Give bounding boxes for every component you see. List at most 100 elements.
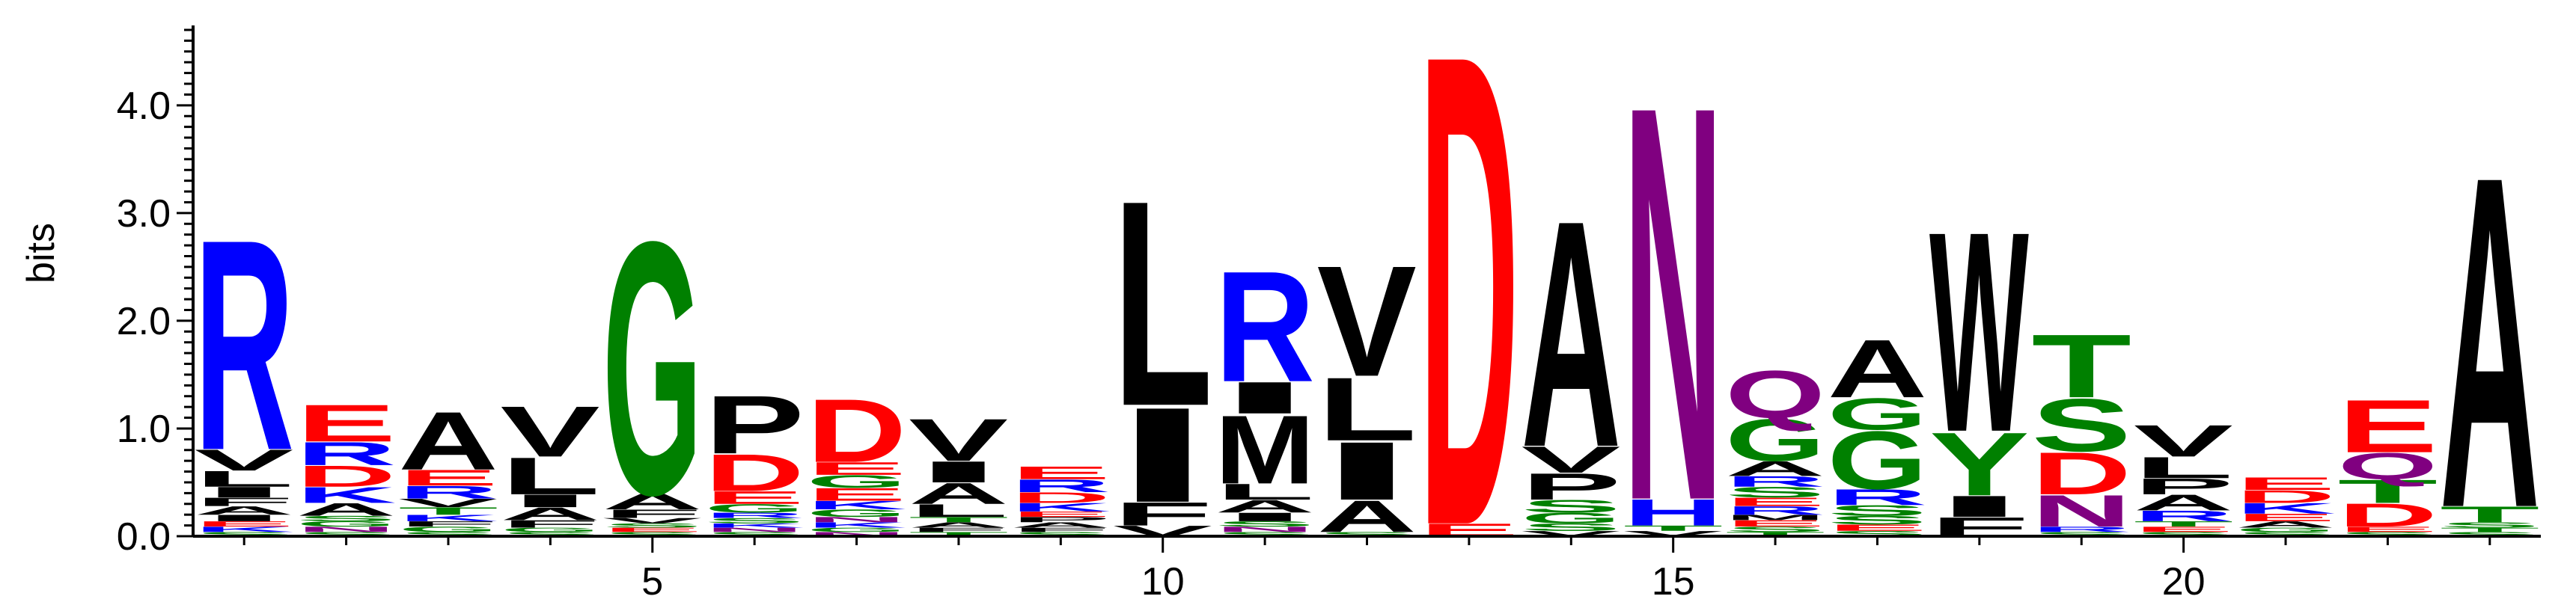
logo-letter-S: S — [602, 522, 703, 529]
logo-letter-S: S — [1828, 529, 1928, 538]
logo-letter-V: V — [909, 407, 1008, 474]
logo-letter-glyph: L — [501, 447, 601, 506]
logo-letter-R: R — [1215, 239, 1315, 415]
y-tick-label: 4.0 — [117, 85, 171, 128]
logo-letter-glyph: S — [1725, 484, 1825, 500]
logo-column: ED — [1419, 0, 1519, 611]
logo-letter-A: A — [296, 500, 397, 520]
logo-letter-S: S — [296, 515, 397, 523]
logo-letter-glyph: S — [1521, 497, 1621, 517]
logo-letter-G: G — [1725, 407, 1825, 473]
logo-letter-E: E — [2338, 525, 2438, 533]
logo-letter-V: V — [1521, 438, 1620, 480]
logo-letter-T: T — [398, 505, 498, 517]
logo-letter-S: S — [501, 531, 601, 538]
logo-letter-R: R — [1010, 476, 1111, 496]
logo-letter-Q: Q — [1725, 357, 1825, 432]
logo-letter-K: K — [807, 498, 907, 512]
logo-letter-glyph: I — [1215, 510, 1315, 524]
logo-letter-E: E — [1010, 510, 1111, 518]
logo-letter-glyph: D — [2031, 440, 2131, 508]
logo-letter-V: V — [2134, 416, 2233, 466]
logo-letter-glyph: Q — [2338, 445, 2438, 487]
logo-letter-glyph: N — [807, 531, 907, 538]
logo-letter-glyph: V — [501, 392, 600, 473]
logo-letter-glyph: S — [2440, 521, 2540, 529]
logo-letter-glyph: N — [1623, 0, 1724, 611]
logo-letter-glyph: R — [194, 178, 294, 513]
logo-letter-F: F — [1010, 526, 1111, 533]
logo-letter-S: S — [2235, 531, 2336, 538]
logo-letter-glyph: S — [1828, 503, 1928, 519]
logo-letter-glyph: R — [1725, 504, 1825, 518]
x-tick-label: 10 — [1141, 560, 1185, 604]
logo-letter-glyph: I — [1929, 490, 2030, 524]
logo-letter-S: S — [1828, 514, 1928, 527]
logo-letter-glyph: I — [501, 491, 601, 511]
logo-letter-glyph: P — [1010, 515, 1111, 524]
logo-letter-glyph: F — [501, 518, 601, 530]
logo-letter-S: S — [1521, 497, 1621, 517]
logo-letter-glyph: E — [2338, 384, 2438, 468]
logo-letter-glyph: K — [704, 522, 805, 529]
logo-letter-G: G — [2235, 526, 2336, 533]
logo-letter-glyph: D — [2235, 487, 2336, 507]
logo-letter-L: L — [909, 500, 1009, 521]
logo-letter-glyph: S — [1317, 531, 1417, 538]
logo-letter-glyph: L — [909, 500, 1009, 521]
logo-letter-G: G — [501, 526, 601, 533]
logo-letter-S: S — [1725, 525, 1825, 533]
logo-letter-glyph: A — [602, 489, 703, 515]
logo-letter-K: K — [296, 482, 397, 508]
logo-letter-I: I — [501, 491, 601, 511]
logo-letter-E: E — [398, 465, 498, 491]
logo-letter-T: T — [2134, 520, 2234, 528]
logo-letter-K: K — [807, 521, 907, 529]
logo-letter-P: P — [1521, 466, 1621, 508]
logo-letter-glyph: S — [1828, 514, 1928, 527]
logo-letter-M: M — [1215, 396, 1315, 505]
logo-letter-glyph: S — [2338, 531, 2438, 538]
logo-letter-R: R — [1725, 473, 1825, 490]
logo-letter-glyph: R — [2134, 508, 2234, 524]
logo-letter-glyph: R — [2031, 525, 2131, 533]
logo-letter-S: S — [2031, 531, 2131, 538]
logo-letter-glyph: S — [704, 531, 805, 538]
logo-letter-E: E — [2134, 525, 2234, 533]
logo-letter-glyph: S — [1725, 525, 1825, 533]
logo-letter-glyph: E — [602, 526, 703, 533]
logo-letter-glyph: G — [296, 520, 397, 528]
logo-letter-glyph: A — [2134, 490, 2234, 515]
logo-letter-Y: Y — [1929, 414, 2030, 515]
logo-letter-R: R — [194, 178, 294, 513]
logo-letter-glyph: S — [2440, 531, 2540, 538]
logo-letter-glyph: E — [1010, 510, 1111, 518]
logo-letter-glyph: E — [1010, 463, 1111, 483]
x-tick-label: 15 — [1652, 560, 1695, 604]
logo-letter-L: L — [501, 447, 601, 506]
logo-letter-glyph: V — [1317, 233, 1417, 409]
logo-letter-glyph: A — [1317, 491, 1417, 542]
logo-letter-A: A — [1828, 323, 1928, 415]
logo-letter-glyph: A — [296, 500, 397, 520]
logo-letter-glyph: R — [296, 435, 397, 473]
logo-letter-glyph: S — [398, 531, 498, 538]
logo-letter-D: D — [1419, 0, 1519, 611]
logo-letter-E: E — [2235, 512, 2336, 524]
logo-letter-glyph: R — [1010, 476, 1111, 496]
logo-letter-S: S — [1317, 531, 1417, 538]
logo-letter-glyph: S — [1215, 531, 1315, 538]
logo-letter-S: S — [704, 531, 805, 538]
logo-letter-D: D — [2031, 440, 2131, 508]
x-tick-label: 5 — [641, 560, 663, 604]
logo-letter-glyph: F — [1113, 496, 1213, 532]
